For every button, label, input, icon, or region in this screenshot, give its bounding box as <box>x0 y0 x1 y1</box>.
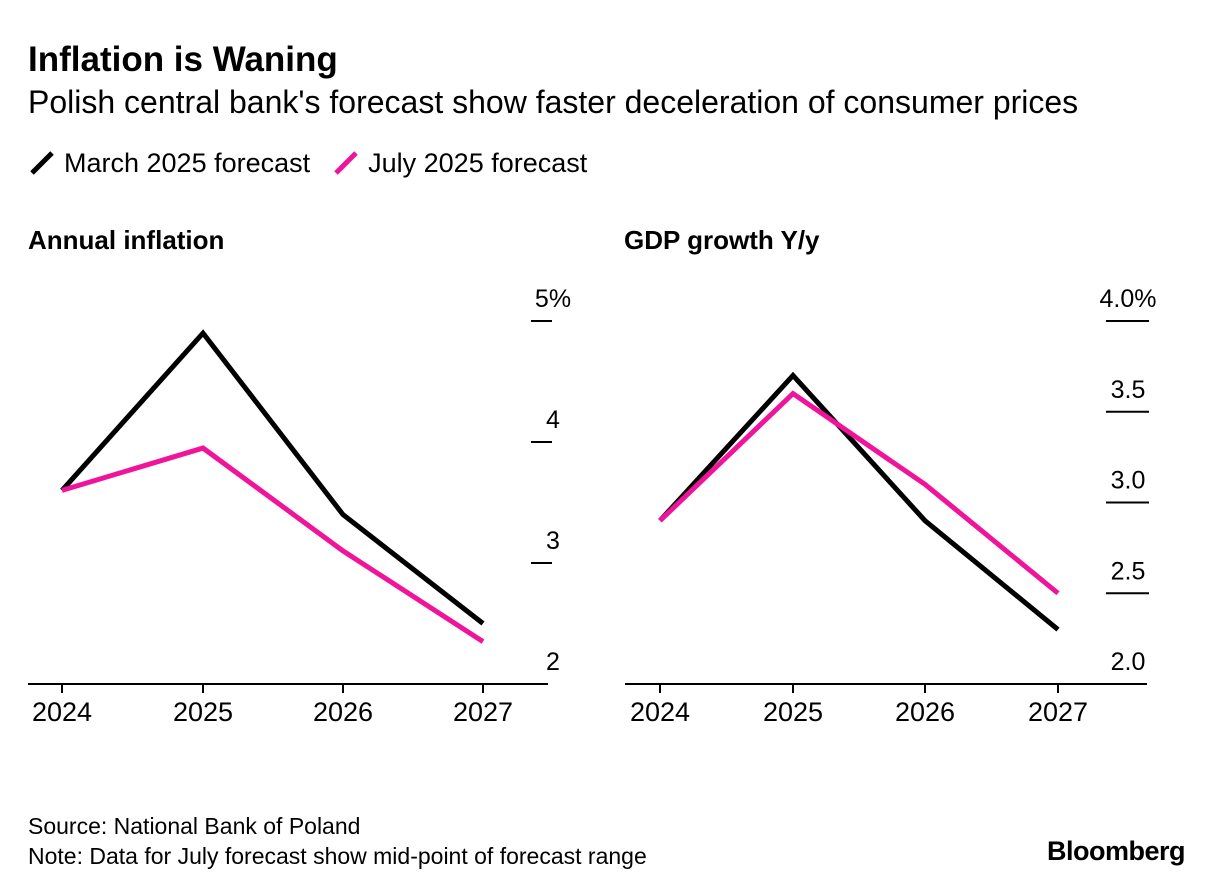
gdp-xtick-label: 2024 <box>630 697 690 727</box>
gdp-ytick-label: 2.0 <box>1111 648 1146 676</box>
gdp-series-march-line <box>658 371 1060 632</box>
legend-swatch-march <box>30 151 54 175</box>
gdp-xtick-label: 2027 <box>1028 697 1088 727</box>
legend-item-march: March 2025 forecast <box>28 148 310 179</box>
inflation-series-march-line <box>60 329 485 626</box>
chart-title: Inflation is Waning <box>28 40 338 79</box>
inflation-ytick-label: 4 <box>546 406 560 434</box>
source-note: Source: National Bank of Poland <box>28 813 361 839</box>
chart-subtitle: Polish central bank's forecast show fast… <box>28 84 1079 120</box>
gdp-ytick-label: 2.5 <box>1111 557 1146 585</box>
gdp-panel-title: GDP growth Y/y <box>624 225 820 255</box>
gdp-ytick-label: 3.0 <box>1111 467 1146 495</box>
gdp-ytick-label: 3.5 <box>1111 376 1146 404</box>
legend-label-july: July 2025 forecast <box>368 147 588 178</box>
legend-item-july: July 2025 forecast <box>332 148 587 179</box>
gdp-xtick-label: 2025 <box>763 697 823 727</box>
legend-label-march: March 2025 forecast <box>64 147 311 178</box>
inflation-ytick-label: 3 <box>546 527 560 555</box>
inflation-panel-title: Annual inflation <box>28 225 225 255</box>
inflation-series-july-line <box>61 445 485 644</box>
legend-swatch-july <box>334 151 358 175</box>
footnote: Note: Data for July forecast show mid-po… <box>28 843 647 869</box>
gdp-series-july-line <box>658 390 1060 596</box>
inflation-ytick-label: 5% <box>535 285 571 313</box>
inflation-xtick-label: 2027 <box>453 697 513 727</box>
inflation-xtick-label: 2024 <box>32 697 92 727</box>
inflation-ytick-label: 2 <box>546 648 560 676</box>
legend: March 2025 forecast July 2025 forecast <box>28 145 609 181</box>
bloomberg-logo: Bloomberg <box>1046 836 1186 866</box>
gdp-ytick-label: 4.0% <box>1100 285 1157 313</box>
inflation-xtick-label: 2025 <box>173 697 233 727</box>
inflation-xtick-label: 2026 <box>313 697 373 727</box>
gdp-xtick-label: 2026 <box>895 697 955 727</box>
